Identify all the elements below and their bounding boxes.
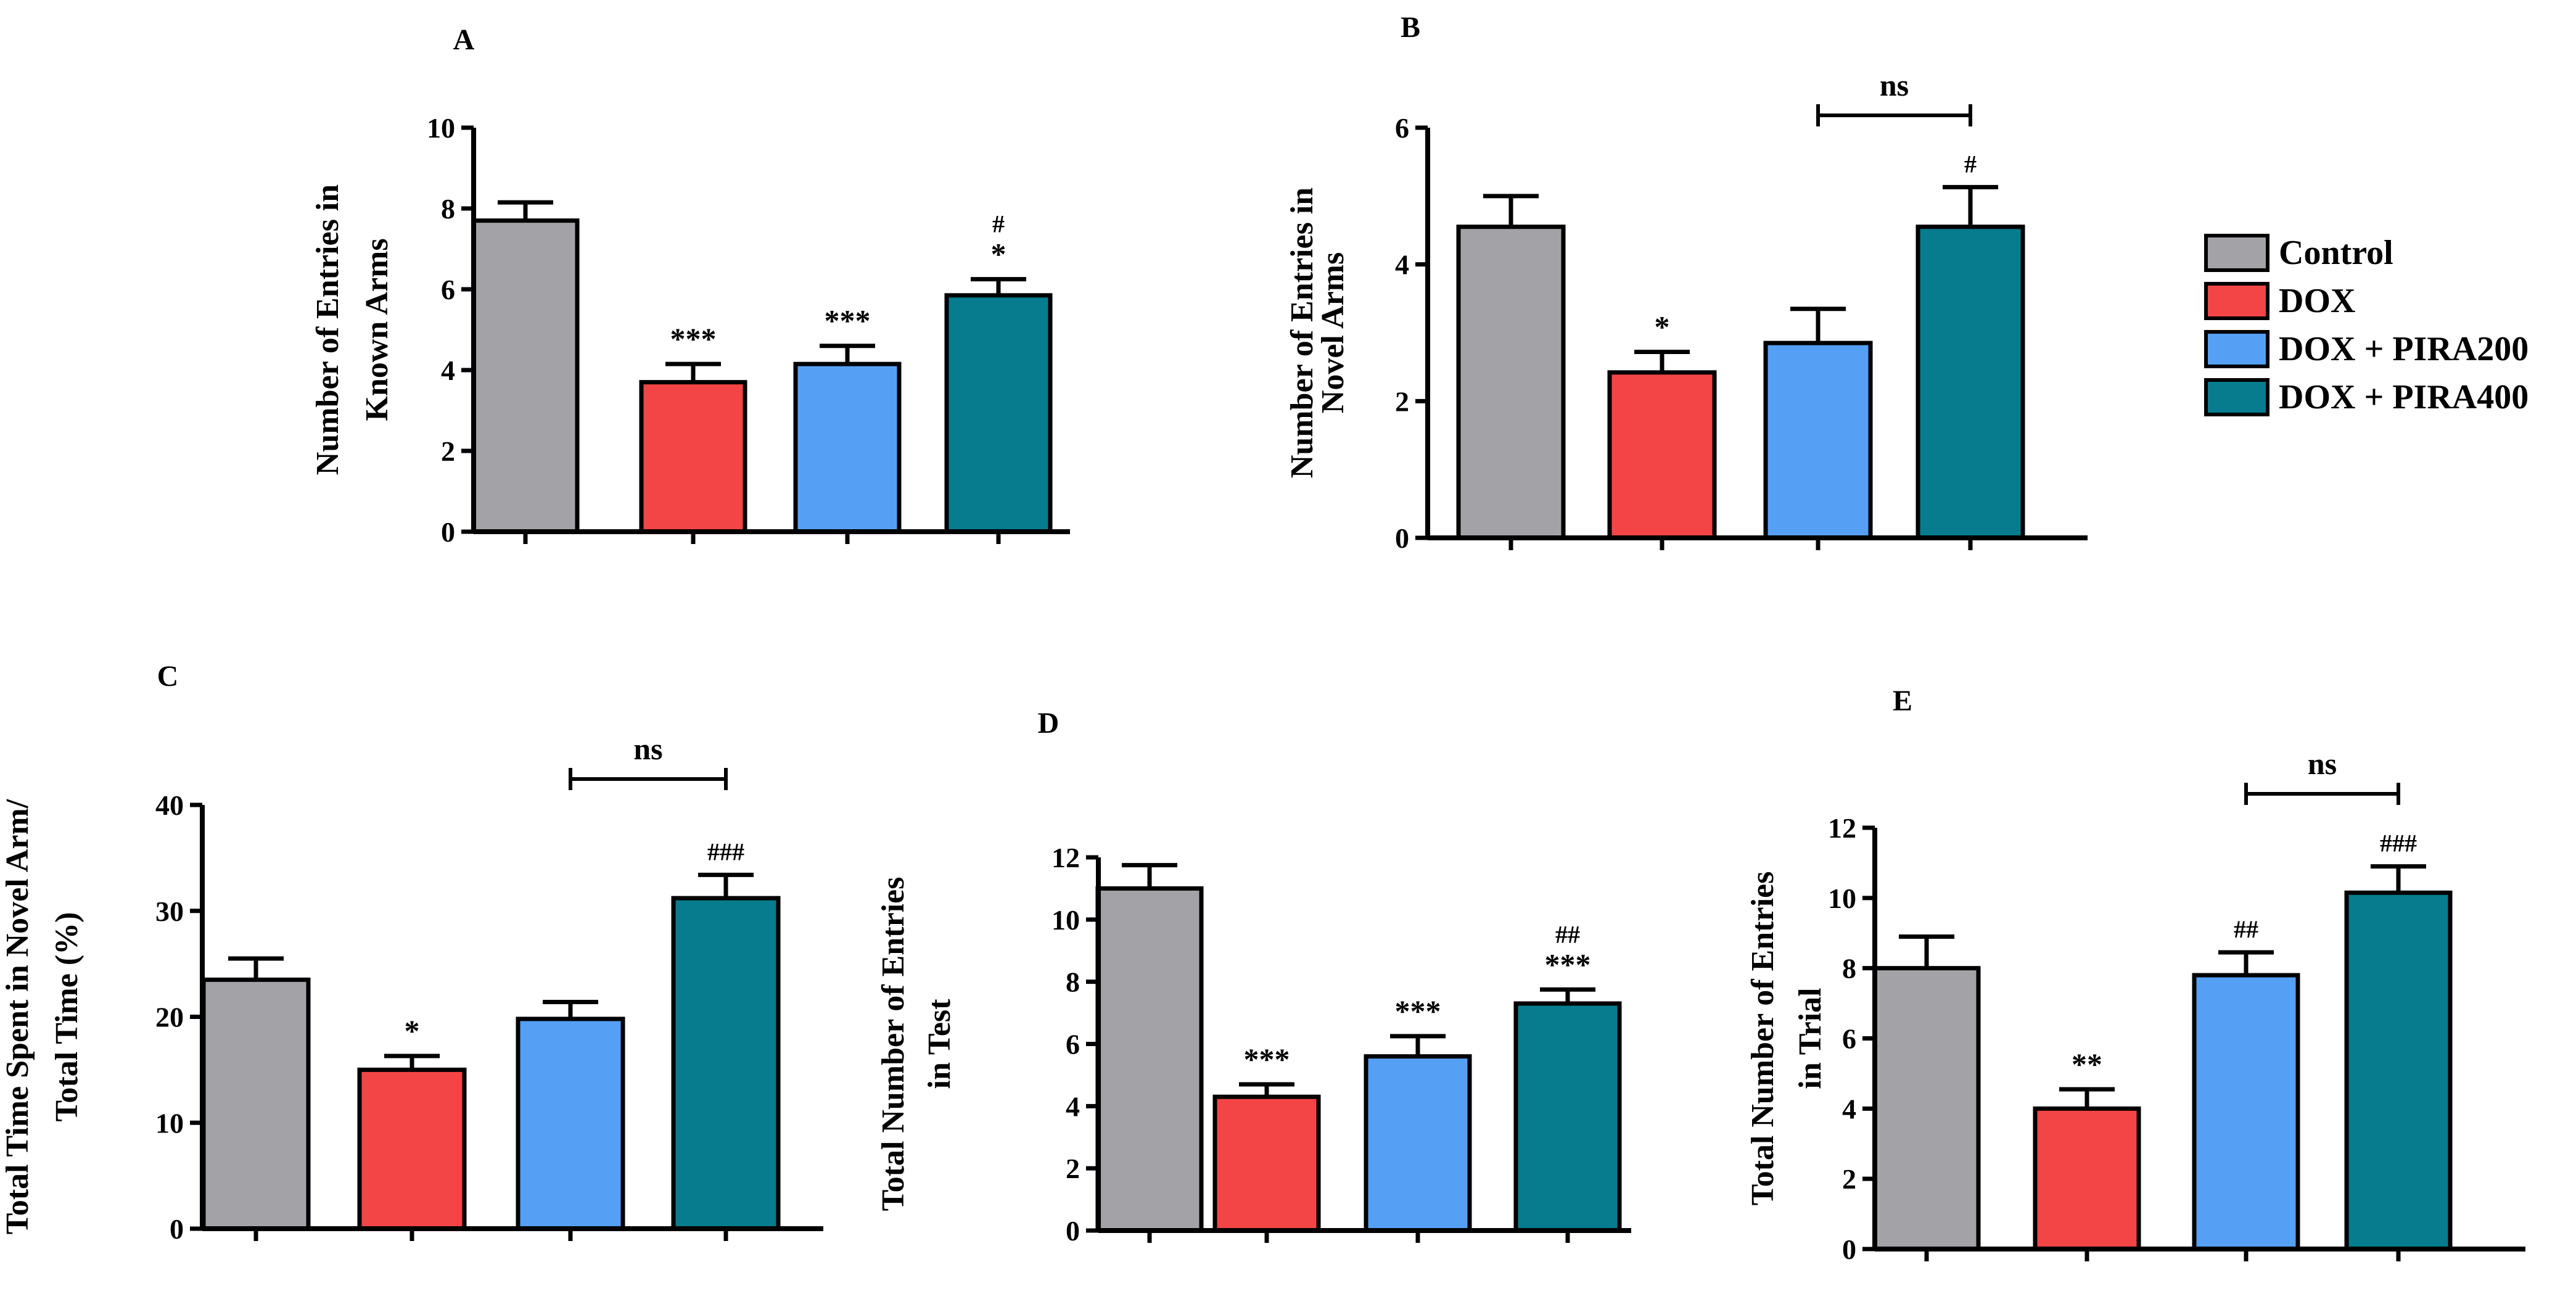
y-tick-label: 8: [441, 193, 455, 225]
y-axis-title: Total Number of Entries: [1745, 872, 1780, 1206]
significance-label: #: [992, 210, 1005, 238]
legend-swatch: [2204, 330, 2269, 368]
bar: [1364, 1054, 1472, 1233]
bar: [357, 1067, 467, 1231]
significance-label: ##: [2234, 915, 2258, 943]
legend-swatch: [2204, 234, 2269, 272]
bar: [944, 293, 1053, 534]
y-tick-label: 4: [1395, 249, 1409, 281]
bar: [671, 896, 781, 1231]
y-tick-label: 2: [1066, 1153, 1080, 1184]
bar: [516, 1017, 625, 1231]
bar: [1095, 886, 1204, 1233]
y-tick-label: 10: [1828, 883, 1856, 914]
legend-swatch: [2204, 378, 2269, 416]
significance-label: *: [1655, 310, 1670, 344]
significance-label: *: [991, 237, 1006, 271]
significance-label: *: [405, 1013, 420, 1048]
y-tick-label: 4: [1066, 1091, 1080, 1122]
legend-label: DOX + PIRA400: [2279, 378, 2529, 416]
significance-label: ***: [1545, 947, 1591, 981]
y-tick-label: 30: [155, 896, 184, 927]
significance-label: **: [2072, 1047, 2102, 1081]
y-axis-title: in Test: [922, 999, 957, 1089]
y-tick-label: 40: [155, 790, 184, 821]
y-axis-title: Novel Arms: [1315, 252, 1351, 413]
y-tick-label: 2: [1395, 386, 1409, 417]
significance-label: ***: [1395, 994, 1441, 1028]
y-tick-label: 10: [1051, 904, 1080, 936]
y-tick-label: 10: [427, 112, 455, 144]
y-tick-label: 0: [1066, 1215, 1080, 1247]
y-axis-title: Number of Entries in: [1285, 188, 1320, 478]
bar: [2033, 1106, 2141, 1252]
y-tick-label: 0: [1395, 522, 1409, 554]
y-tick-label: 20: [155, 1002, 184, 1033]
legend-label: DOX: [2279, 282, 2355, 320]
y-tick-label: 10: [155, 1107, 184, 1139]
bar: [1212, 1094, 1321, 1233]
significance-label: #: [1964, 150, 1977, 178]
y-tick-label: 12: [1828, 812, 1856, 844]
y-tick-label: 2: [1842, 1163, 1856, 1195]
bar: [639, 380, 747, 534]
panel-c: C * ### 0 10 20 30 40 Total Time Spent in Novel …: [0, 660, 823, 1245]
y-axis-title: Number of Entries in: [310, 184, 345, 475]
bar: [1513, 1001, 1622, 1233]
y-tick-label: 0: [170, 1213, 184, 1245]
bar: [1607, 370, 1717, 540]
ns-label: ns: [633, 732, 662, 766]
legend-label: DOX + PIRA200: [2279, 330, 2529, 368]
y-tick-label: 6: [1395, 112, 1409, 144]
significance-label: ***: [825, 303, 871, 338]
panel-letter: E: [1893, 685, 1912, 717]
panel-letter: D: [1038, 707, 1060, 740]
y-tick-label: 8: [1842, 953, 1856, 984]
y-tick-label: 12: [1051, 842, 1080, 873]
y-tick-label: 0: [441, 516, 455, 548]
y-axis-title: Total Time (%): [49, 912, 84, 1122]
panel-letter: A: [453, 23, 475, 56]
bar: [1916, 225, 2025, 540]
panel-letter: C: [157, 660, 179, 693]
y-axis-title: in Trial: [1793, 988, 1828, 1089]
y-tick-label: 6: [1842, 1023, 1856, 1055]
y-axis-title: Total Number of Entries: [876, 877, 911, 1211]
bar: [793, 361, 902, 534]
y-tick-label: 6: [1066, 1029, 1080, 1060]
bar: [1763, 340, 1873, 540]
legend-swatch: [2204, 282, 2269, 320]
y-tick-label: 2: [441, 435, 455, 467]
y-axis-title: Total Time Spent in Novel Arm/: [0, 799, 35, 1234]
ns-label: ns: [2308, 746, 2337, 781]
bar: [2344, 890, 2453, 1252]
y-tick-label: 6: [441, 274, 455, 305]
legend-label: Control: [2279, 234, 2393, 272]
significance-label: ###: [707, 838, 744, 865]
ns-label: ns: [1880, 68, 1909, 102]
significance-label: ***: [1244, 1042, 1290, 1076]
y-tick-label: 0: [1842, 1234, 1856, 1265]
significance-label: ***: [670, 321, 717, 356]
bar: [1872, 966, 1981, 1252]
y-axis-title: Known Arms: [360, 238, 395, 421]
y-tick-label: 4: [1842, 1093, 1856, 1124]
significance-label: ###: [2380, 830, 2417, 857]
bar: [2192, 973, 2300, 1252]
y-tick-label: 4: [441, 355, 455, 386]
bar: [1456, 225, 1566, 540]
significance-label: ##: [1555, 920, 1580, 948]
panel-letter: B: [1401, 11, 1420, 44]
y-tick-label: 8: [1066, 967, 1080, 998]
bar: [471, 218, 580, 534]
legend: Control DOX DOX + PIRA200 DOX + PIRA400: [2204, 234, 2529, 416]
bar: [201, 977, 311, 1231]
